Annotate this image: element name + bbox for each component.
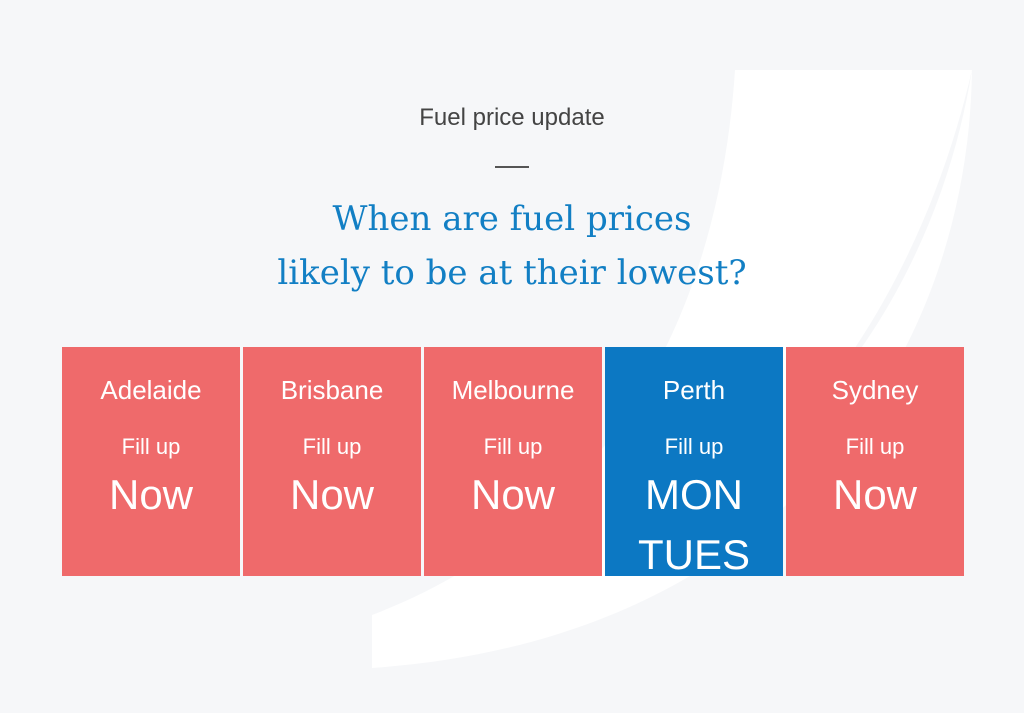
city-name: Sydney	[831, 375, 919, 405]
timing-value: MON TUES	[605, 465, 783, 585]
fill-up-label: Fill up	[483, 434, 543, 459]
headline: When are fuel prices likely to be at the…	[0, 192, 1024, 300]
tile-melbourne: Melbourne Fill up Now	[424, 347, 602, 576]
fill-up-label: Fill up	[664, 434, 724, 459]
fill-up-label: Fill up	[302, 434, 362, 459]
tile-perth: Perth Fill up MON TUES	[605, 347, 783, 578]
fill-up-label: Fill up	[845, 434, 905, 459]
divider-rule	[495, 166, 529, 168]
city-tiles: Adelaide Fill up Now Brisbane Fill up No…	[62, 347, 964, 578]
tile-adelaide: Adelaide Fill up Now	[62, 347, 240, 576]
city-name: Brisbane	[280, 375, 384, 405]
timing-value: Now	[786, 465, 964, 525]
city-name: Perth	[662, 375, 726, 405]
timing-value: Now	[62, 465, 240, 525]
city-name: Melbourne	[451, 375, 575, 405]
timing-line-1: Now	[832, 471, 918, 518]
tile-sydney: Sydney Fill up Now	[786, 347, 964, 576]
timing-line-2: TUES	[637, 531, 750, 578]
fill-up-label: Fill up	[121, 434, 181, 459]
headline-line-1: When are fuel prices	[332, 199, 692, 239]
timing-line-1: Now	[289, 471, 375, 518]
tile-brisbane: Brisbane Fill up Now	[243, 347, 421, 576]
timing-line-1: MON	[645, 471, 743, 518]
city-name: Adelaide	[100, 375, 202, 405]
timing-value: Now	[243, 465, 421, 525]
eyebrow-title: Fuel price update	[419, 104, 605, 131]
timing-line-1: Now	[108, 471, 194, 518]
headline-line-2: likely to be at their lowest?	[277, 253, 747, 293]
timing-value: Now	[424, 465, 602, 525]
timing-line-1: Now	[470, 471, 556, 518]
